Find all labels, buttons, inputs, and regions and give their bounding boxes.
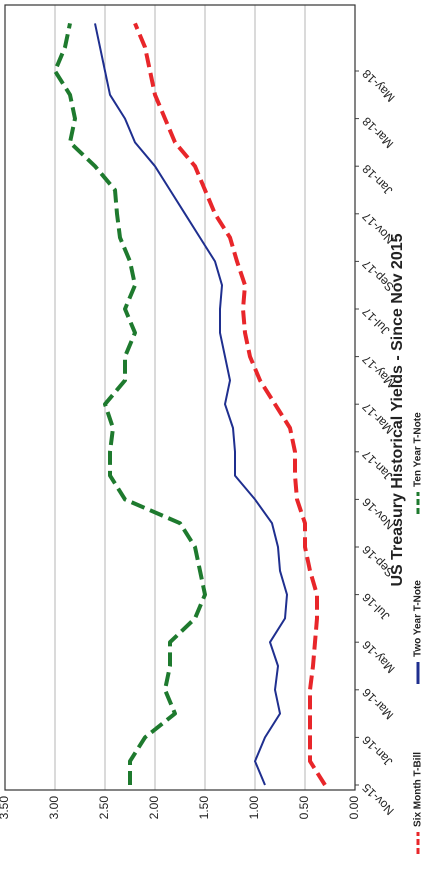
y-tick-label: 1.00 xyxy=(247,796,261,820)
y-tick-label: 0.50 xyxy=(297,796,311,820)
x-tick-label: Jan-16 xyxy=(359,733,395,769)
x-tick-label: May-18 xyxy=(359,66,397,104)
x-tick-label: May-16 xyxy=(359,638,397,676)
series-line xyxy=(94,23,288,786)
legend-label: Two Year T-Note xyxy=(413,580,424,657)
legend-label: Ten Year T-Note xyxy=(413,412,424,487)
plot-background xyxy=(5,5,355,790)
y-tick-label: 3.00 xyxy=(47,796,61,820)
legend-label: Six Month T-Bill xyxy=(413,752,424,827)
x-tick-label: Jul-17 xyxy=(359,304,392,337)
rotated-chart: US Treasury Historical Yields - Since No… xyxy=(0,4,424,854)
x-tick-label: Jul-16 xyxy=(359,590,392,623)
y-tick-label: 2.50 xyxy=(97,796,111,820)
x-tick-label: Jan-18 xyxy=(359,162,395,198)
x-tick-label: Nov-17 xyxy=(359,209,396,246)
series-line xyxy=(53,22,207,785)
y-tick-label: 2.00 xyxy=(147,796,161,820)
y-tick-label: 1.50 xyxy=(197,796,211,820)
series-line xyxy=(133,22,327,787)
plot-frame xyxy=(4,4,356,791)
x-tick-label: Nov-15 xyxy=(359,780,396,817)
y-tick-label: 0.00 xyxy=(347,796,361,820)
chart-title: US Treasury Historical Yields - Since No… xyxy=(389,233,406,586)
y-tick-label: 3.50 xyxy=(0,796,11,820)
x-tick-label: Mar-16 xyxy=(359,685,396,722)
x-tick-label: Mar-18 xyxy=(359,114,396,151)
